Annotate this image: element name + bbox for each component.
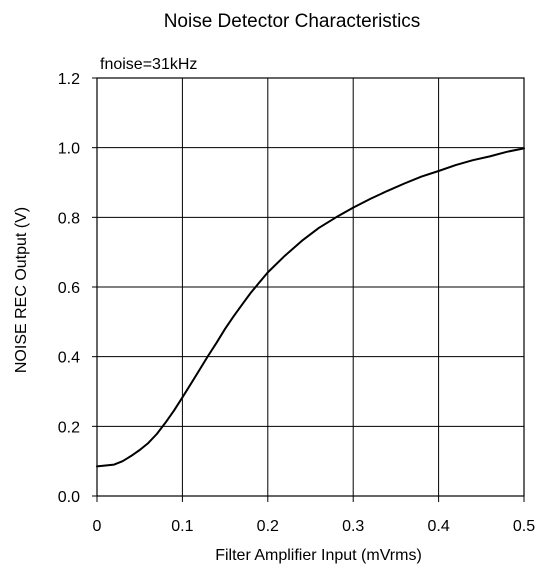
tick-labels: 0 0.1 0.2 0.3 0.4 0.5 0.0 0.2 0.4 0.6 0.8 1.0 1.2 <box>58 71 535 535</box>
plot-area <box>96 77 525 497</box>
y-tick-label: 1.2 <box>58 71 80 88</box>
x-tick-label: 0.3 <box>342 518 364 535</box>
x-tick-label: 0.5 <box>513 518 535 535</box>
y-tick-label: 1.0 <box>58 141 80 158</box>
y-axis-label: NOISE REC Output (V) <box>13 207 30 373</box>
y-tick-label: 0.6 <box>58 280 80 297</box>
x-tick-label: 0 <box>93 518 102 535</box>
x-tick-label: 0.4 <box>427 518 449 535</box>
y-tick-label: 0.8 <box>58 210 80 227</box>
x-tick-label: 0.1 <box>171 518 193 535</box>
noise-frequency-annotation: fnoise=31kHz <box>100 56 197 73</box>
y-tick-label: 0.0 <box>58 489 80 506</box>
grid-lines <box>92 77 525 502</box>
series-line <box>96 147 525 468</box>
x-tick-label: 0.2 <box>257 518 279 535</box>
y-tick-label: 0.4 <box>58 350 80 367</box>
y-tick-label: 0.2 <box>58 419 80 436</box>
x-axis-label: Filter Amplifier Input (mVrms) <box>215 547 422 564</box>
chart-title: Noise Detector Characteristics <box>164 11 421 32</box>
